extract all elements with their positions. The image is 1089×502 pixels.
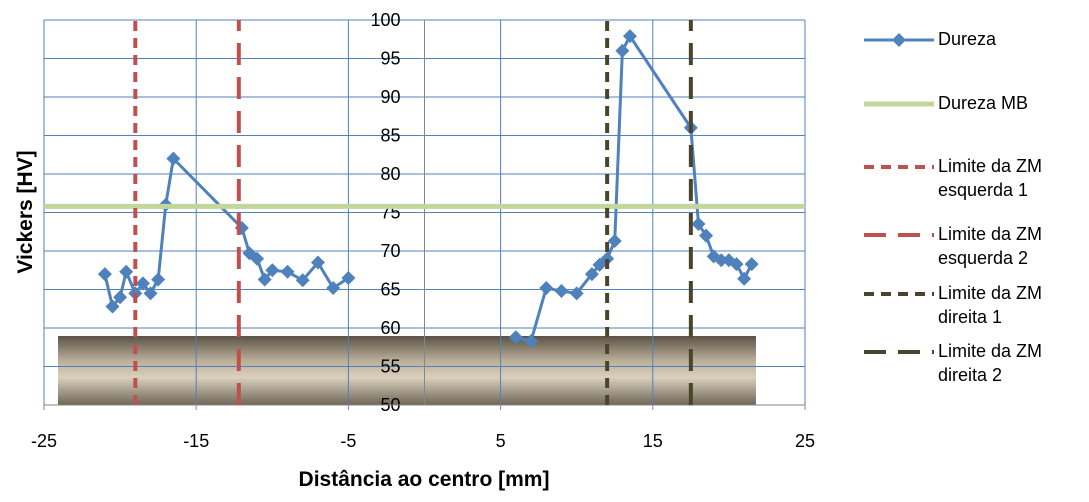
data-marker — [608, 234, 622, 248]
x-axis-title: Distância ao centro [mm] — [299, 468, 550, 491]
specimen-photo — [58, 336, 756, 405]
y-tick-label: 85 — [380, 126, 400, 146]
legend-label: Limite da ZM esquerda 1 — [938, 154, 1078, 202]
x-tick-label: 5 — [496, 431, 506, 451]
data-marker — [745, 257, 759, 271]
chart: Vickers [HV] Distância ao centro [mm] 50… — [0, 0, 860, 502]
x-tick-label: 25 — [795, 431, 815, 451]
x-tick-label: -5 — [340, 431, 356, 451]
y-tick-label: 60 — [380, 318, 400, 338]
legend-label: Dureza MB — [938, 91, 1078, 115]
legend-label: Dureza — [938, 27, 1078, 51]
y-tick-label: 90 — [380, 87, 400, 107]
legend-swatch — [862, 155, 936, 179]
chart-root: Vickers [HV] Distância ao centro [mm] 50… — [0, 0, 1089, 502]
legend-marker — [892, 33, 906, 47]
y-axis-title: Vickers [HV] — [14, 150, 37, 273]
y-tick-label: 100 — [370, 10, 400, 30]
y-tick-label: 95 — [380, 49, 400, 69]
legend-entry: Limite da ZM esquerda 1 — [862, 155, 1078, 202]
y-tick-label: 55 — [380, 357, 400, 377]
x-tick-label: -25 — [31, 431, 57, 451]
legend-entry: Dureza — [862, 28, 1078, 52]
y-tick-label: 80 — [380, 164, 400, 184]
legend-swatch — [862, 223, 936, 247]
data-marker — [119, 265, 133, 279]
legend-swatch — [862, 340, 936, 364]
legend-label: Limite da ZM direita 2 — [938, 339, 1078, 387]
y-tick-label: 65 — [380, 280, 400, 300]
x-tick-label: -15 — [183, 431, 209, 451]
legend-entry: Limite da ZM direita 1 — [862, 282, 1078, 329]
legend-swatch — [862, 28, 936, 52]
legend-swatch — [862, 92, 936, 116]
data-marker — [539, 281, 553, 295]
x-tick-label: 15 — [643, 431, 663, 451]
legend-label: Limite da ZM esquerda 2 — [938, 222, 1078, 270]
legend-entry: Limite da ZM esquerda 2 — [862, 223, 1078, 270]
data-marker — [554, 284, 568, 298]
series-line — [105, 36, 752, 341]
legend-swatch — [862, 282, 936, 306]
legend-label: Limite da ZM direita 1 — [938, 281, 1078, 329]
legend-entry: Dureza MB — [862, 92, 1078, 116]
data-marker — [281, 265, 295, 279]
data-marker — [151, 272, 165, 286]
data-marker — [737, 272, 751, 286]
y-tick-label: 70 — [380, 241, 400, 261]
data-marker — [615, 44, 629, 58]
data-marker — [98, 267, 112, 281]
legend-entry: Limite da ZM direita 2 — [862, 340, 1078, 387]
